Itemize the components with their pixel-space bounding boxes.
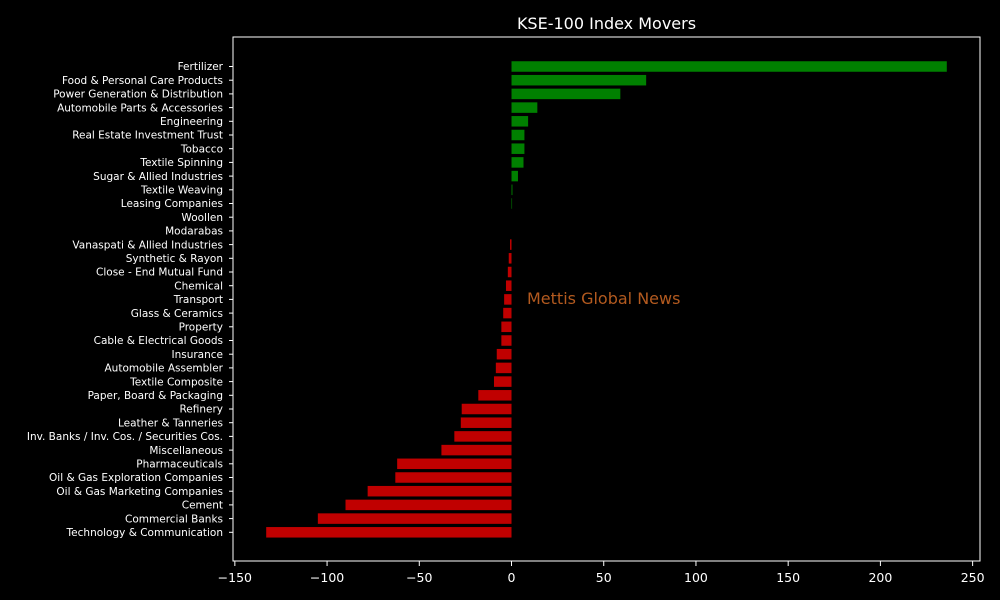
bar-16 bbox=[507, 266, 512, 278]
category-label: Real Estate Investment Trust bbox=[72, 130, 223, 142]
bar-18 bbox=[504, 294, 512, 305]
category-label: Vanaspati & Allied Industries bbox=[72, 239, 223, 251]
bar-34 bbox=[317, 513, 512, 524]
bar-33 bbox=[345, 499, 512, 511]
bar-29 bbox=[441, 444, 512, 456]
category-label: Sugar & Allied Industries bbox=[93, 171, 223, 183]
category-label: Glass & Ceramics bbox=[131, 308, 223, 320]
category-label: Leasing Companies bbox=[121, 198, 223, 210]
bar-20 bbox=[501, 321, 512, 333]
category-label: Automobile Assembler bbox=[105, 363, 224, 375]
bar-19 bbox=[503, 307, 512, 319]
bar-23 bbox=[495, 362, 512, 374]
x-tick-label: 50 bbox=[596, 570, 612, 585]
bar-22 bbox=[496, 348, 512, 360]
category-label: Leather & Tanneries bbox=[118, 417, 223, 429]
category-label: Commercial Banks bbox=[125, 513, 223, 525]
bar-30 bbox=[397, 458, 512, 470]
watermark-annotation: Mettis Global News bbox=[527, 289, 680, 308]
category-label: Textile Composite bbox=[129, 376, 223, 388]
bar-6 bbox=[511, 129, 525, 141]
category-label: Transport bbox=[173, 294, 223, 306]
x-tick-label: −150 bbox=[218, 570, 252, 585]
bar-11 bbox=[511, 198, 513, 209]
bar-8 bbox=[511, 157, 524, 168]
category-label: Automobile Parts & Accessories bbox=[57, 102, 223, 114]
bar-26 bbox=[461, 403, 512, 415]
category-label: Food & Personal Care Products bbox=[62, 75, 223, 87]
category-label: Close - End Mutual Fund bbox=[96, 267, 223, 279]
category-label: Miscellaneous bbox=[149, 445, 223, 457]
category-label: Engineering bbox=[160, 116, 223, 128]
category-label: Modarabas bbox=[165, 226, 223, 238]
x-tick-label: −50 bbox=[406, 570, 432, 585]
category-label: Textile Weaving bbox=[140, 185, 223, 197]
bar-3 bbox=[511, 88, 621, 100]
category-label: Tobacco bbox=[180, 143, 223, 155]
x-tick-label: 250 bbox=[961, 570, 985, 585]
category-label: Refinery bbox=[179, 404, 223, 416]
bar-31 bbox=[395, 472, 512, 483]
bar-5 bbox=[511, 116, 529, 127]
category-label: Inv. Banks / Inv. Cos. / Securities Cos. bbox=[27, 431, 223, 443]
x-tick-label: −100 bbox=[310, 570, 344, 585]
bar-28 bbox=[454, 431, 512, 442]
category-label: Oil & Gas Marketing Companies bbox=[56, 486, 223, 498]
category-label: Cement bbox=[182, 500, 223, 512]
x-tick-label: 100 bbox=[684, 570, 708, 585]
category-labels-group: Fertilizer Food & Personal Care Products P… bbox=[27, 61, 233, 539]
bar-24 bbox=[493, 376, 512, 387]
bar-14 bbox=[510, 239, 512, 250]
category-label: Paper, Board & Packaging bbox=[88, 390, 223, 402]
bar-17 bbox=[505, 280, 512, 291]
category-label: Pharmaceuticals bbox=[136, 459, 223, 471]
category-label: Technology & Communication bbox=[66, 527, 223, 539]
bar-10 bbox=[511, 184, 513, 196]
category-label: Synthetic & Rayon bbox=[126, 253, 223, 265]
bars-group bbox=[266, 61, 947, 538]
x-ticks-group: −150 −100 −50 0 50 100 150 200 250 bbox=[218, 561, 985, 585]
category-label: Textile Spinning bbox=[139, 157, 223, 169]
bar-32 bbox=[367, 485, 512, 497]
category-label: Cable & Electrical Goods bbox=[94, 335, 223, 347]
category-label: Insurance bbox=[171, 349, 223, 361]
bar-21 bbox=[501, 335, 512, 346]
x-tick-label: 0 bbox=[508, 570, 516, 585]
x-tick-label: 200 bbox=[868, 570, 892, 585]
bar-35 bbox=[266, 527, 512, 538]
chart-title: KSE-100 Index Movers bbox=[517, 14, 696, 33]
bar-15 bbox=[508, 253, 512, 264]
category-label: Fertilizer bbox=[178, 61, 224, 73]
bar-7 bbox=[511, 143, 525, 154]
bar-2 bbox=[511, 74, 647, 86]
bar-25 bbox=[478, 390, 512, 401]
bar-9 bbox=[511, 170, 518, 182]
category-label: Property bbox=[179, 322, 223, 334]
bar-27 bbox=[460, 417, 512, 428]
category-label: Oil & Gas Exploration Companies bbox=[49, 472, 223, 484]
category-label: Woollen bbox=[181, 212, 223, 224]
bar-1 bbox=[511, 61, 947, 72]
category-label: Power Generation & Distribution bbox=[53, 89, 223, 101]
bar-4 bbox=[511, 102, 538, 113]
category-label: Chemical bbox=[174, 280, 223, 292]
x-tick-label: 150 bbox=[776, 570, 800, 585]
